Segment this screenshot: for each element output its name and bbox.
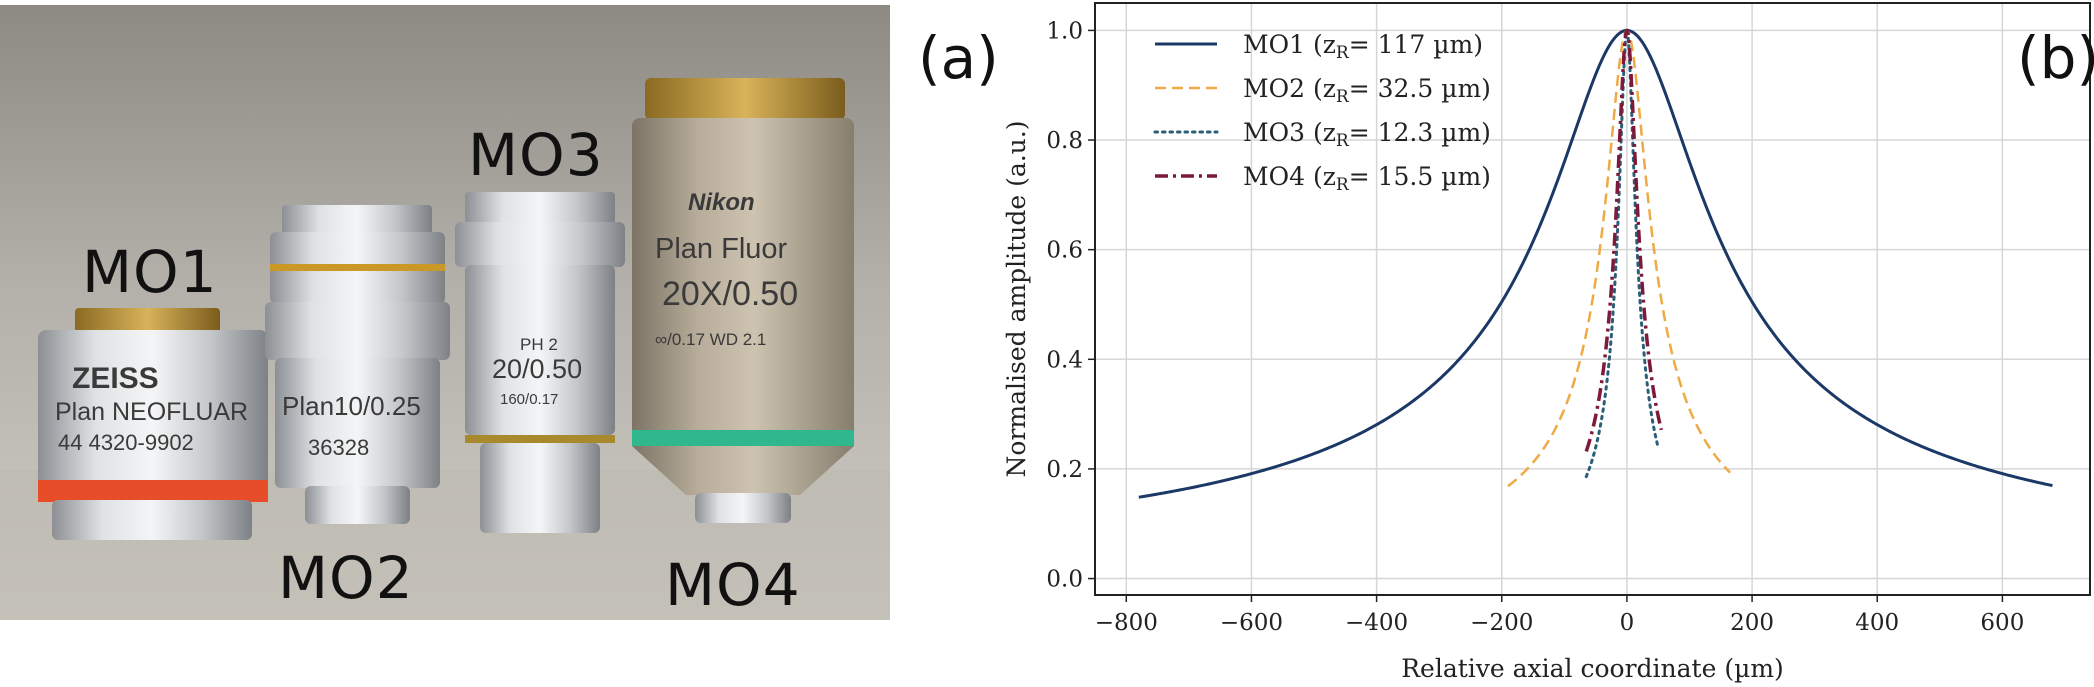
lens-label-mo1: MO1 <box>82 238 218 306</box>
x-tick-label: 0 <box>1620 610 1635 636</box>
legend-text-mo4: MO4 (zR= 15.5 µm) <box>1243 162 1491 195</box>
legend-mo3-prefix: MO3 (z <box>1243 118 1336 147</box>
series-line-mo4 <box>1584 28 1664 452</box>
legend-mo1-suffix: = 117 µm) <box>1349 30 1483 59</box>
legend-mo2-suffix: = 32.5 µm) <box>1349 74 1491 103</box>
x-tick-label: −200 <box>1470 610 1533 636</box>
legend: MO1 (zR= 117 µm) MO2 (zR= 32.5 µm) MO3 (… <box>1153 30 1491 195</box>
panel-label-a: (a) <box>918 24 999 92</box>
legend-mo4-prefix: MO4 (z <box>1243 162 1336 191</box>
y-tick-label: 0.8 <box>1046 128 1083 154</box>
series-line-mo2 <box>1507 29 1732 488</box>
legend-mo2-prefix: MO2 (z <box>1243 74 1336 103</box>
legend-text-mo3: MO3 (zR= 12.3 µm) <box>1243 118 1491 151</box>
y-axis-title: Normalised amplitude (a.u.) <box>1002 121 1031 478</box>
legend-mo2-sub: R <box>1336 87 1350 107</box>
plot-frame <box>1094 2 2091 596</box>
x-tick-label: 400 <box>1855 610 1899 636</box>
series-line-mo1 <box>1138 28 2053 499</box>
mo3-engraving-phase: PH 2 <box>520 335 558 354</box>
y-tick-label: 1.0 <box>1046 18 1083 44</box>
chart-background <box>1000 0 2094 687</box>
x-axis-title: Relative axial coordinate (µm) <box>1401 654 1784 683</box>
mo2-engraving-model: Plan10/0.25 <box>282 391 421 421</box>
axis-ticks: −800 −600 −400 −200 0 200 400 600 0.0 0.2 0.4 0.6 0.… <box>1046 18 2024 636</box>
legend-mo3-suffix: = 12.3 µm) <box>1349 118 1491 147</box>
mo1-engraving-code: 44 4320-9902 <box>58 430 194 455</box>
axial-amplitude-chart: −800 −600 −400 −200 0 200 400 600 0.0 0.2 0.4 0.6 0.… <box>1000 0 2094 687</box>
legend-mo4-sub: R <box>1336 175 1350 195</box>
objective-mo3: PH 2 20/0.50 160/0.17 <box>455 192 625 533</box>
mo1-engraving-model: Plan NEOFLUAR <box>55 398 248 426</box>
legend-text-mo2: MO2 (zR= 32.5 µm) <box>1243 74 1491 107</box>
series-curves <box>1138 28 2053 499</box>
objective-photo: ZEISS Plan NEOFLUAR 44 4320-9902 Plan10/… <box>0 0 1000 687</box>
panel-label-b: (b) <box>2017 24 2094 92</box>
legend-mo1-sub: R <box>1336 43 1350 63</box>
legend-mo1-prefix: MO1 (z <box>1243 30 1336 59</box>
mo4-engraving-brand: Nikon <box>688 189 755 216</box>
y-tick-label: 0.0 <box>1046 567 1083 593</box>
y-tick-label: 0.2 <box>1046 457 1083 483</box>
mo1-engraving-brand: ZEISS <box>72 362 159 395</box>
objective-mo4: Nikon Plan Fluor 20X/0.50 ∞/0.17 WD 2.1 <box>632 78 854 523</box>
legend-mo4-suffix: = 15.5 µm) <box>1349 162 1491 191</box>
mo4-engraving-model: Plan Fluor <box>655 233 788 265</box>
lens-label-mo2: MO2 <box>278 544 414 612</box>
objective-mo1: ZEISS Plan NEOFLUAR 44 4320-9902 <box>38 308 268 540</box>
y-tick-label: 0.6 <box>1046 238 1083 264</box>
mo4-engraving-magnification: 20X/0.50 <box>662 275 798 313</box>
mo2-engraving-code: 36328 <box>308 435 369 460</box>
legend-text-mo1: MO1 (zR= 117 µm) <box>1243 30 1483 63</box>
x-tick-label: −400 <box>1345 610 1408 636</box>
objective-mo2: Plan10/0.25 36328 <box>265 205 450 524</box>
x-tick-label: 600 <box>1980 610 2024 636</box>
x-tick-label: −800 <box>1095 610 1158 636</box>
x-tick-label: 200 <box>1730 610 1774 636</box>
y-tick-label: 0.4 <box>1046 347 1083 373</box>
mo4-engraving-wd: ∞/0.17 WD 2.1 <box>655 330 766 349</box>
mo3-engraving-tube: 160/0.17 <box>500 391 558 408</box>
mo3-engraving-magnification: 20/0.50 <box>492 354 582 384</box>
lens-label-mo3: MO3 <box>468 121 604 189</box>
grid <box>1095 3 2090 595</box>
legend-mo3-sub: R <box>1336 131 1350 151</box>
lens-label-mo4: MO4 <box>665 551 801 619</box>
x-tick-label: −600 <box>1220 610 1283 636</box>
